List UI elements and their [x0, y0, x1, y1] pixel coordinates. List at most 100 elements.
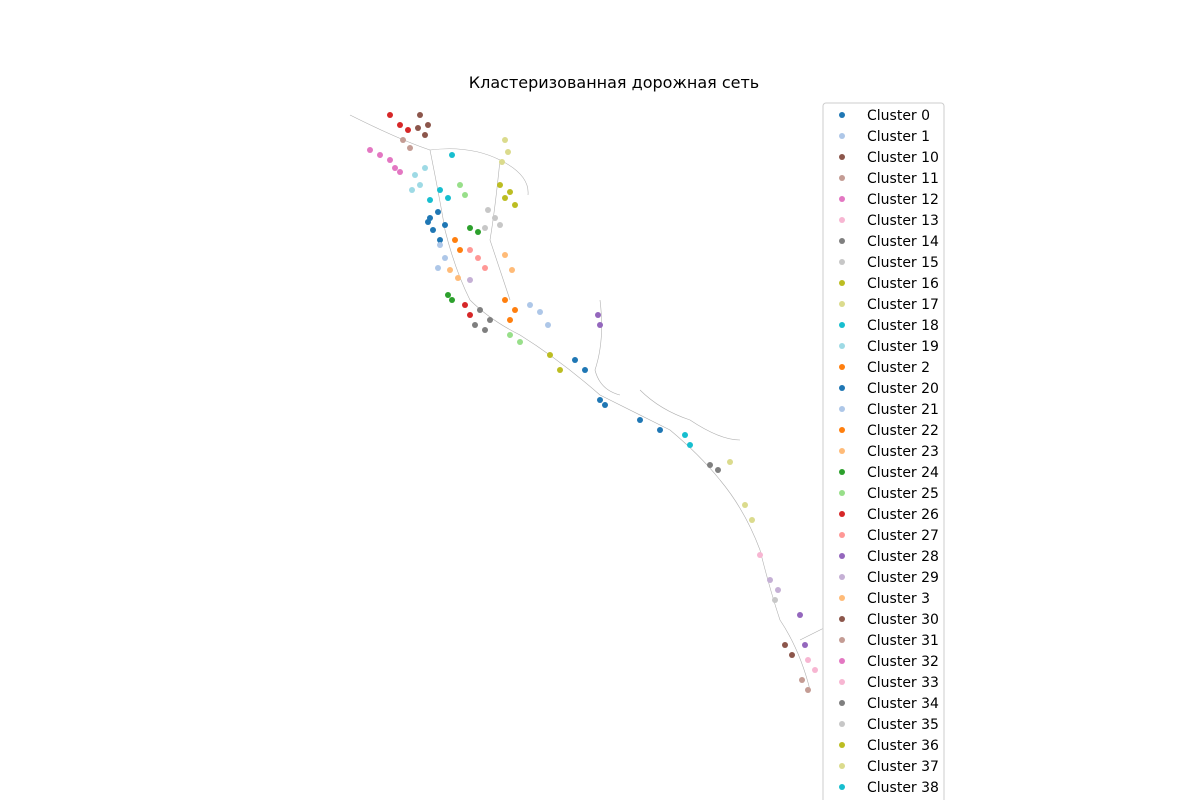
data-point — [467, 277, 473, 283]
legend-item: Cluster 15 — [839, 255, 939, 271]
data-point — [437, 187, 443, 193]
data-point — [517, 339, 523, 345]
road-line — [349, 114, 529, 196]
series-group — [497, 182, 518, 208]
data-point — [595, 312, 601, 318]
data-point — [467, 247, 473, 253]
data-point — [812, 667, 818, 673]
legend-label: Cluster 18 — [867, 318, 939, 334]
legend-label: Cluster 29 — [867, 570, 939, 586]
legend-item: Cluster 20 — [839, 381, 939, 397]
data-point — [407, 145, 413, 151]
data-point — [497, 182, 503, 188]
data-point — [657, 427, 663, 433]
series-group — [457, 182, 523, 345]
legend-label: Cluster 36 — [867, 738, 939, 754]
legend-item: Cluster 21 — [839, 402, 939, 418]
legend-item: Cluster 11 — [839, 171, 939, 187]
legend-label: Cluster 24 — [867, 465, 939, 481]
series-group — [482, 207, 503, 231]
legend-item: Cluster 18 — [839, 318, 939, 334]
data-point — [492, 215, 498, 221]
road-line — [594, 299, 621, 396]
series-group — [707, 462, 721, 473]
data-point — [502, 195, 508, 201]
legend-label: Cluster 31 — [867, 633, 939, 649]
data-point — [775, 587, 781, 593]
legend-label: Cluster 33 — [867, 675, 939, 691]
series-group — [772, 597, 778, 603]
legend-marker — [839, 133, 845, 139]
legend-item: Cluster 12 — [839, 192, 939, 208]
legend-item: Cluster 13 — [839, 213, 939, 229]
data-point — [802, 642, 808, 648]
legend-label: Cluster 16 — [867, 276, 939, 292]
data-point — [509, 267, 515, 273]
data-point — [637, 417, 643, 423]
legend-label: Cluster 0 — [867, 108, 930, 124]
data-point — [797, 612, 803, 618]
data-point — [557, 367, 563, 373]
data-point — [805, 687, 811, 693]
series-group — [409, 165, 428, 193]
data-point — [455, 275, 461, 281]
data-point — [417, 112, 423, 118]
data-point — [499, 159, 505, 165]
legend-label: Cluster 38 — [867, 780, 939, 796]
legend-item: Cluster 27 — [839, 528, 939, 544]
series-group — [595, 312, 808, 648]
data-point — [547, 352, 553, 358]
series-group — [572, 357, 663, 433]
legend-marker — [839, 343, 845, 349]
legend-item: Cluster 2 — [839, 360, 930, 376]
legend-label: Cluster 21 — [867, 402, 939, 418]
legend-label: Cluster 34 — [867, 696, 939, 712]
data-point — [477, 307, 483, 313]
legend-label: Cluster 35 — [867, 717, 939, 733]
data-point — [430, 227, 436, 233]
legend-marker — [839, 301, 845, 307]
series-group — [400, 137, 413, 151]
data-point — [475, 229, 481, 235]
data-point — [452, 237, 458, 243]
data-point — [417, 182, 423, 188]
legend-label: Cluster 37 — [867, 759, 939, 775]
data-point — [445, 292, 451, 298]
data-point — [405, 127, 411, 133]
scatter-points — [367, 112, 818, 693]
data-point — [482, 225, 488, 231]
legend-item: Cluster 31 — [839, 633, 939, 649]
legend-marker — [839, 259, 845, 265]
data-point — [435, 265, 441, 271]
data-point — [772, 597, 778, 603]
data-point — [707, 462, 713, 468]
legend-item: Cluster 22 — [839, 423, 939, 439]
data-point — [397, 169, 403, 175]
legend-items: Cluster 0 Cluster 1 Cluster 10 Cluster 11 Cl… — [839, 108, 939, 796]
legend-label: Cluster 25 — [867, 486, 939, 502]
series-group — [387, 112, 473, 318]
road-line — [489, 159, 511, 301]
data-point — [502, 252, 508, 258]
legend-marker — [839, 637, 845, 643]
data-point — [422, 165, 428, 171]
data-point — [485, 207, 491, 213]
series-group — [799, 677, 811, 693]
data-point — [502, 137, 508, 143]
legend-item: Cluster 0 — [839, 108, 930, 124]
series-group — [452, 237, 518, 323]
data-point — [400, 137, 406, 143]
data-point — [377, 152, 383, 158]
legend-marker — [839, 469, 845, 475]
data-point — [387, 112, 393, 118]
legend-item: Cluster 17 — [839, 297, 939, 313]
data-point — [387, 157, 393, 163]
road-line — [719, 479, 811, 691]
legend-marker — [839, 175, 845, 181]
legend-label: Cluster 22 — [867, 423, 939, 439]
legend-label: Cluster 12 — [867, 192, 939, 208]
data-point — [435, 209, 441, 215]
data-point — [482, 327, 488, 333]
legend-label: Cluster 13 — [867, 213, 939, 229]
data-point — [442, 255, 448, 261]
